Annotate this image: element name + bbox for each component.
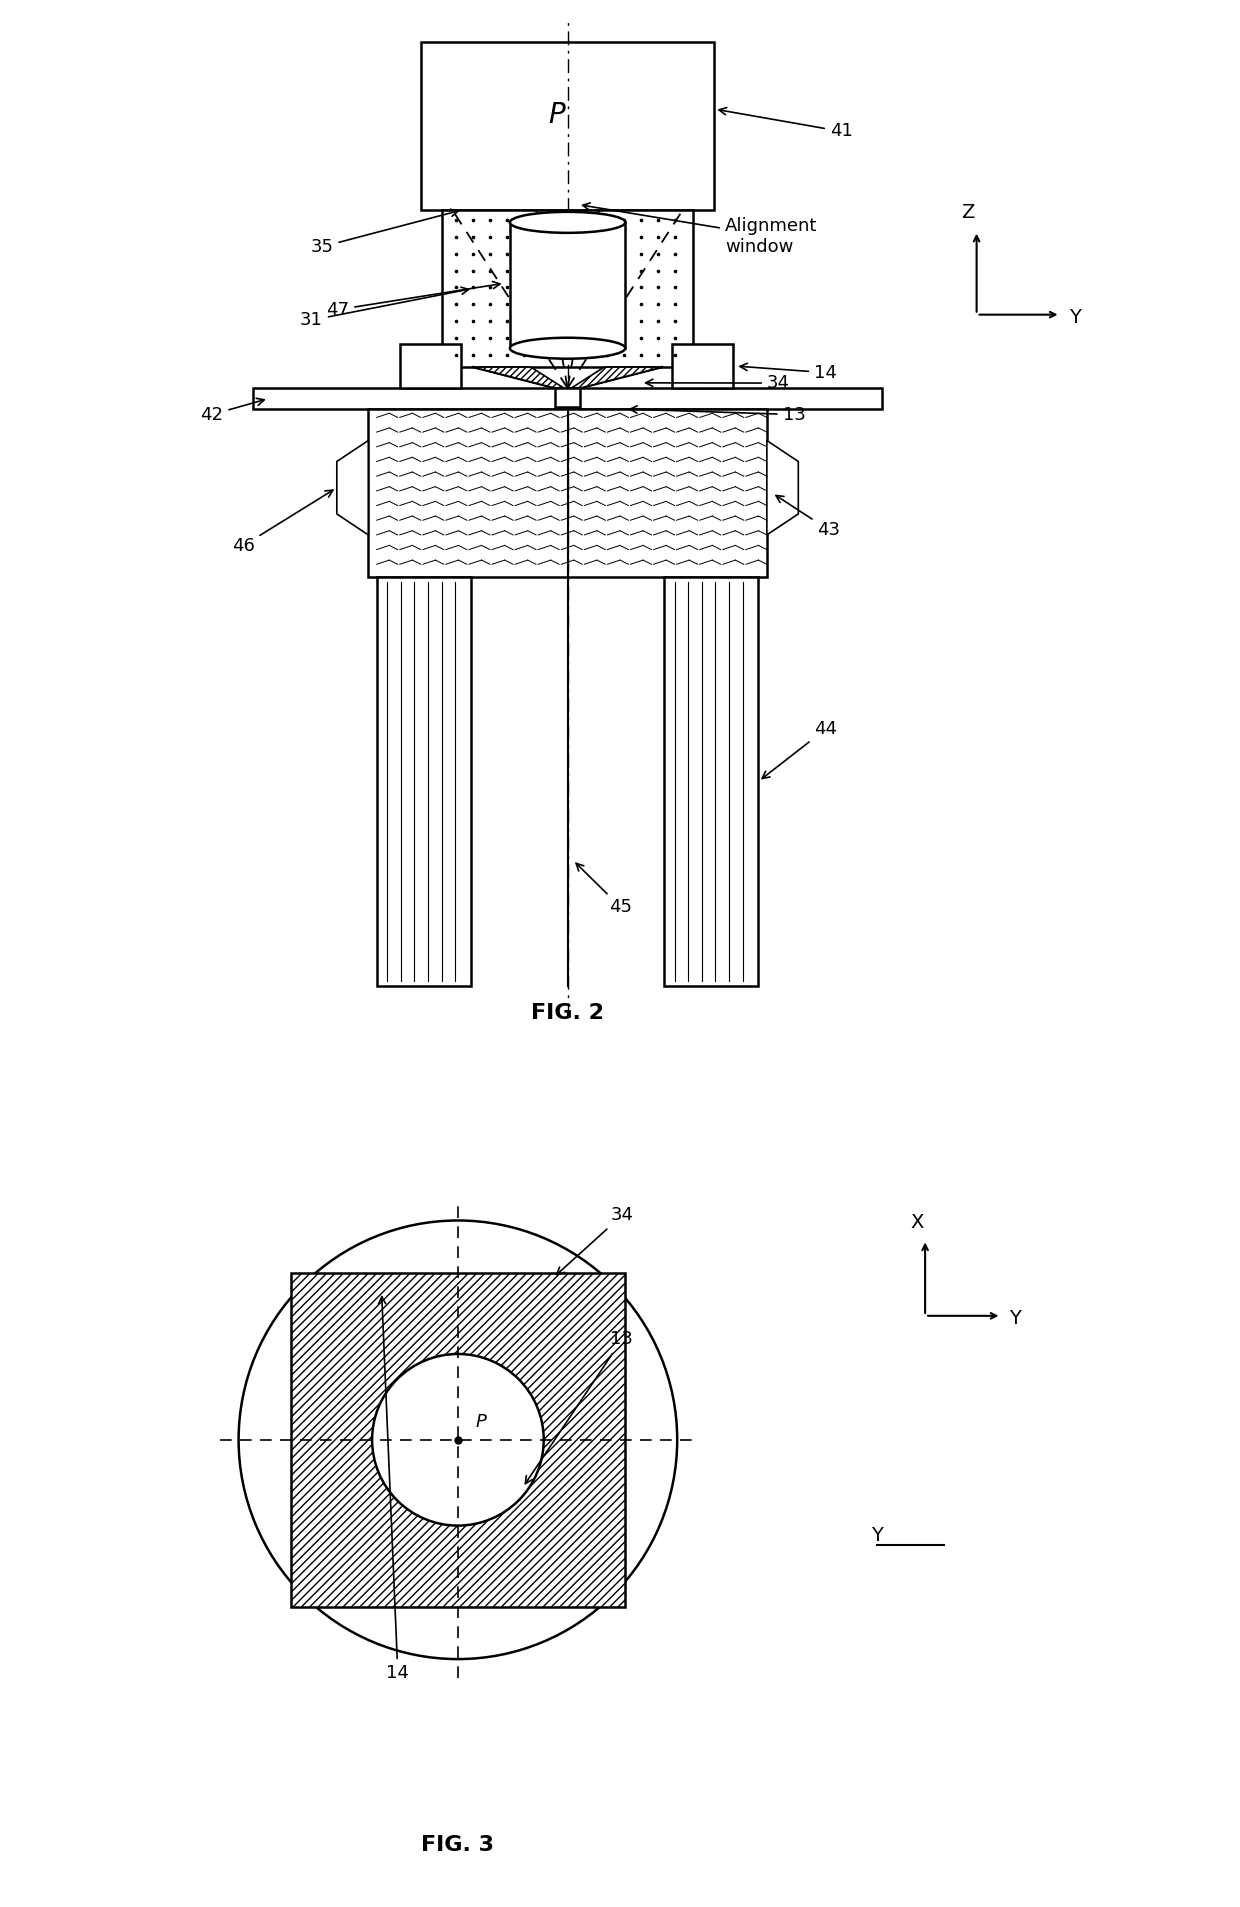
Text: 13: 13: [526, 1331, 634, 1484]
Bar: [665, 576, 759, 986]
Text: 34: 34: [646, 374, 790, 393]
Ellipse shape: [510, 338, 625, 359]
Text: X: X: [911, 1213, 924, 1232]
Text: FIG. 3: FIG. 3: [422, 1835, 495, 1854]
Bar: [368, 410, 766, 576]
Text: 41: 41: [719, 107, 853, 141]
Text: 43: 43: [776, 496, 841, 540]
Bar: [420, 42, 714, 210]
Text: Alignment
window: Alignment window: [583, 202, 817, 256]
Text: 35: 35: [310, 210, 459, 256]
Bar: [253, 389, 882, 410]
Bar: [399, 343, 460, 389]
Text: 31: 31: [300, 288, 469, 330]
Polygon shape: [474, 366, 564, 389]
Text: Y: Y: [1069, 309, 1081, 328]
Text: Y: Y: [1009, 1310, 1021, 1327]
Ellipse shape: [510, 212, 625, 233]
Text: Z: Z: [961, 204, 975, 223]
Text: 13: 13: [630, 406, 806, 423]
Text: 46: 46: [232, 490, 332, 555]
Text: FIG. 2: FIG. 2: [531, 1003, 604, 1022]
Bar: [556, 389, 580, 406]
Text: 45: 45: [577, 864, 632, 917]
Polygon shape: [572, 366, 662, 389]
Polygon shape: [766, 441, 799, 536]
Text: 44: 44: [763, 721, 837, 778]
Bar: [291, 1274, 625, 1606]
Circle shape: [372, 1354, 543, 1526]
Text: 34: 34: [557, 1207, 634, 1274]
Text: 14: 14: [378, 1297, 409, 1682]
Text: 47: 47: [326, 282, 500, 318]
Bar: [377, 576, 471, 986]
Text: P: P: [475, 1413, 486, 1430]
Polygon shape: [337, 441, 368, 536]
Bar: [510, 223, 625, 349]
Bar: [441, 210, 693, 366]
Text: P: P: [548, 101, 565, 130]
Text: 42: 42: [201, 399, 264, 423]
Text: Y: Y: [872, 1526, 883, 1545]
Text: 14: 14: [740, 364, 837, 381]
Circle shape: [238, 1220, 677, 1659]
Bar: [672, 343, 733, 389]
